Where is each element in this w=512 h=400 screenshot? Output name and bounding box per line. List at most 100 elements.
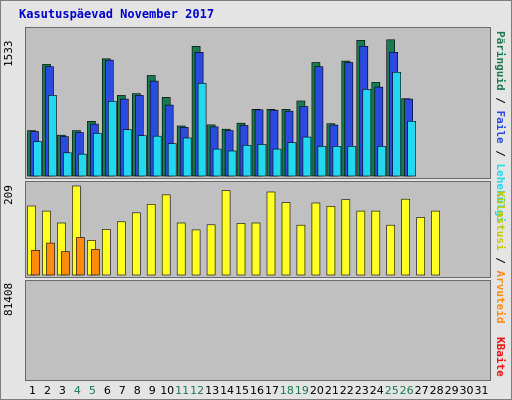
- legend-sep: /: [494, 90, 507, 111]
- bar-lehekülgi-day-1: [33, 141, 42, 177]
- panel-visits-sites: [25, 181, 491, 278]
- legend-sep: /: [494, 143, 507, 164]
- bar-arvuteid-day-3: [61, 251, 70, 276]
- bar-lehekülgi-day-5: [93, 133, 102, 177]
- chart-title: Kasutuspäevad November 2017: [19, 7, 215, 21]
- x-tick-label: 20: [309, 384, 324, 397]
- x-tick-label: 9: [148, 384, 156, 397]
- bar-lehekülgi-day-13: [212, 148, 222, 177]
- bar-külastusi-day-20: [311, 202, 321, 276]
- panel-hits-files-pages: [25, 27, 491, 179]
- bar-külastusi-day-12: [191, 229, 201, 276]
- bar-külastusi-day-16: [251, 222, 261, 276]
- bar-lehekülgi-day-14: [227, 150, 237, 177]
- bar-lehekülgi-day-9: [152, 135, 162, 177]
- bar-lehekülgi-day-24: [377, 146, 387, 177]
- x-tick-label: 31: [474, 384, 489, 397]
- x-tick-label: 8: [133, 384, 141, 397]
- bar-külastusi-day-13: [206, 224, 216, 276]
- x-tick-label: 17: [264, 384, 279, 397]
- x-tick-label: 13: [205, 384, 220, 397]
- x-tick-label: 7: [118, 384, 126, 397]
- bar-lehekülgi-day-8: [138, 135, 147, 177]
- legend-kbytes: KBaite: [494, 337, 507, 377]
- bar-külastusi-day-28: [431, 210, 440, 276]
- x-tick-label: 12: [190, 384, 205, 397]
- bar-külastusi-day-25: [386, 224, 396, 276]
- x-tick-label: 16: [250, 384, 264, 397]
- bar-lehekülgi-day-16: [257, 144, 267, 177]
- bar-lehekülgi-day-20: [317, 146, 327, 177]
- bar-külastusi-day-8: [132, 212, 141, 276]
- panel-kbytes: [25, 280, 491, 381]
- bar-külastusi-day-19: [296, 224, 306, 276]
- bar-külastusi-day-7: [117, 221, 126, 276]
- bar-lehekülgi-day-26: [407, 121, 417, 177]
- x-tick-label: 10: [160, 384, 175, 397]
- bar-arvuteid-day-4: [76, 237, 85, 276]
- bar-külastusi-day-26: [401, 198, 411, 276]
- bar-lehekülgi-day-6: [108, 101, 117, 177]
- x-tick-label: 14: [220, 384, 235, 397]
- x-tick-label: 4: [73, 384, 81, 397]
- bar-lehekülgi-day-12: [197, 83, 207, 177]
- x-tick-label: 29: [444, 384, 459, 397]
- x-tick-label: 26: [399, 384, 414, 397]
- legend-files: Faile: [494, 110, 507, 144]
- bar-arvuteid-day-5: [91, 249, 100, 276]
- bar-lehekülgi-day-2: [48, 95, 57, 177]
- x-tick-label: 18: [279, 384, 294, 397]
- bar-külastusi-day-14: [221, 190, 231, 276]
- chart-visits-sites: [27, 185, 440, 276]
- bar-lehekülgi-day-4: [78, 153, 87, 177]
- legend-sep: /: [494, 250, 507, 271]
- x-tick-label: 24: [369, 384, 384, 397]
- bar-külastusi-day-22: [341, 199, 351, 276]
- bar-lehekülgi-day-7: [123, 129, 132, 177]
- bar-lehekülgi-day-15: [242, 145, 252, 177]
- x-tick-label: 3: [58, 384, 66, 397]
- bar-külastusi-day-6: [102, 229, 111, 276]
- bar-külastusi-day-23: [356, 210, 366, 276]
- bar-lehekülgi-day-21: [332, 146, 342, 177]
- x-tick-label: 23: [354, 384, 369, 397]
- legend-mid: Külastusi / Arvuteid: [494, 191, 507, 323]
- x-tick-label: 2: [43, 384, 51, 397]
- bar-lehekülgi-day-19: [302, 136, 312, 177]
- bar-arvuteid-day-1: [31, 250, 40, 276]
- bar-külastusi-day-11: [176, 222, 186, 276]
- bar-lehekülgi-day-3: [63, 152, 72, 177]
- max-label-kbytes: 81408: [2, 282, 15, 316]
- x-tick-label: 25: [384, 384, 399, 397]
- x-tick-label: 27: [414, 384, 429, 397]
- bar-külastusi-day-21: [326, 206, 336, 276]
- bar-lehekülgi-day-22: [347, 146, 357, 177]
- x-tick-label: 11: [175, 384, 190, 397]
- bar-lehekülgi-day-18: [287, 142, 297, 177]
- bar-lehekülgi-day-23: [362, 89, 372, 177]
- bar-külastusi-day-15: [236, 223, 246, 276]
- max-label-hits: 1533: [2, 40, 15, 68]
- bar-külastusi-day-24: [371, 210, 381, 276]
- chart-kbytes: [26, 281, 490, 380]
- bar-lehekülgi-day-17: [272, 148, 282, 177]
- bar-lehekülgi-day-11: [182, 137, 192, 177]
- x-tick-label: 22: [339, 384, 354, 397]
- x-axis: 1 2 3 4 5 6 7 8 9 10 11 12 13 14 15 16 17 18 19 20 21 22 23 24 2…: [25, 384, 489, 398]
- chart-hits-files-pages: [27, 39, 417, 177]
- bar-külastusi-day-27: [416, 217, 426, 276]
- legend-hits: Päringuid: [494, 31, 507, 91]
- max-label-visits: 209: [2, 185, 15, 205]
- x-tick-label: 28: [429, 384, 444, 397]
- bar-lehekülgi-day-10: [167, 143, 177, 177]
- x-tick-label: 19: [294, 384, 309, 397]
- x-tick-label: 5: [88, 384, 96, 397]
- bar-lehekülgi-day-25: [392, 71, 402, 177]
- legend-visits: Külastusi: [494, 191, 507, 251]
- x-tick-label: 1: [28, 384, 36, 397]
- bar-külastusi-day-18: [281, 202, 291, 276]
- legend-bottom: KBaite: [494, 337, 507, 377]
- x-tick-label: 6: [103, 384, 111, 397]
- bar-külastusi-day-10: [161, 194, 171, 276]
- legend-sites: Arvuteid: [494, 270, 507, 324]
